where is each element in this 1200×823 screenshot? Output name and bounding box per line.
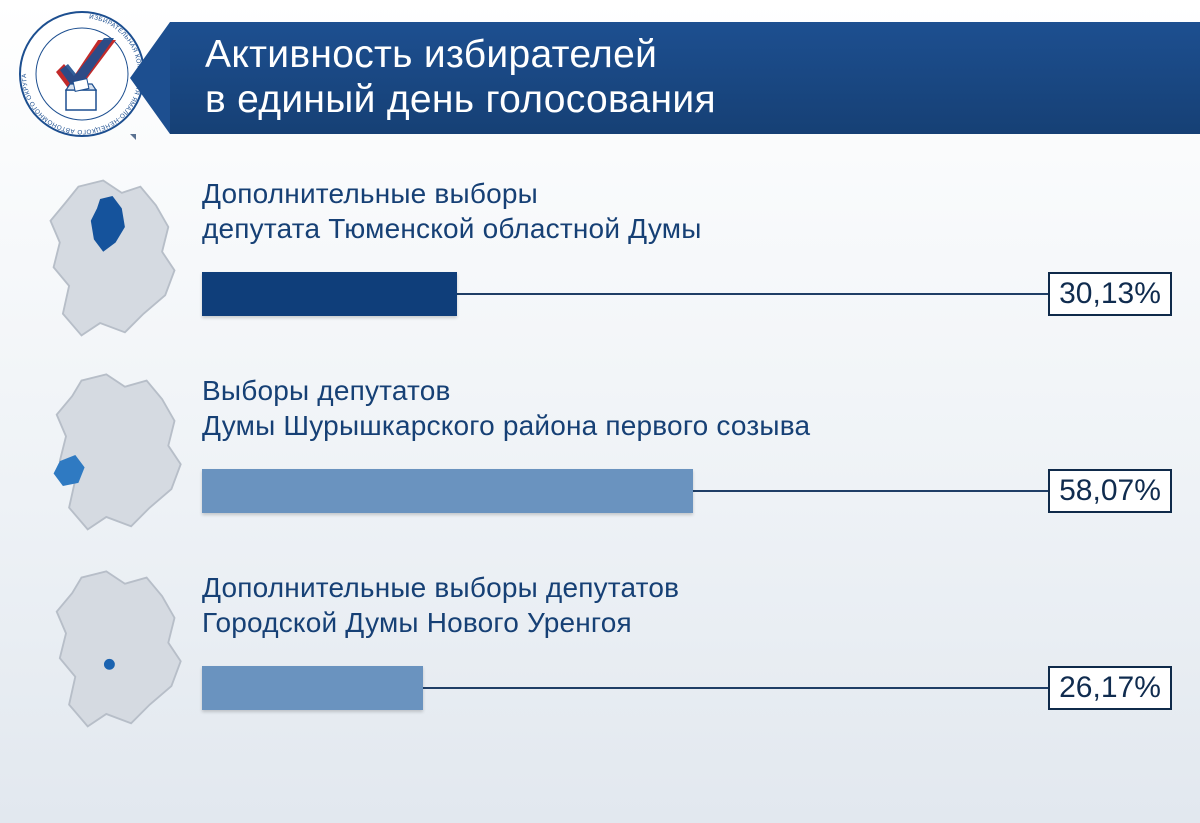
bar-fill: [202, 272, 457, 316]
election-row: Дополнительные выборы депутатов Городско…: [0, 544, 1200, 741]
election-title-line2: депутата Тюменской областной Думы: [202, 213, 702, 244]
bar-fill: [202, 666, 423, 710]
election-title-line1: Дополнительные выборы депутатов: [202, 572, 679, 603]
header: Активность избирателей в единый день гол…: [0, 0, 1200, 150]
election-title: Дополнительные выборы депутата Тюменской…: [202, 176, 1082, 246]
election-title: Выборы депутатов Думы Шурышкарского райо…: [202, 373, 1082, 443]
election-title-line1: Дополнительные выборы: [202, 178, 538, 209]
bar-wrap: 26,17%: [202, 666, 1172, 710]
election-title-line2: Думы Шурышкарского района первого созыва: [202, 410, 810, 441]
election-content: Дополнительные выборы депутата Тюменской…: [202, 172, 1172, 347]
election-row: Выборы депутатов Думы Шурышкарского райо…: [0, 347, 1200, 544]
header-title-line2: в единый день голосования: [205, 78, 1200, 123]
header-title-line1: Активность избирателей: [205, 33, 1200, 78]
bar-wrap: 58,07%: [202, 469, 1172, 513]
percent-box: 26,17%: [1048, 666, 1172, 710]
bar-track: [202, 666, 1048, 710]
election-content: Дополнительные выборы депутатов Городско…: [202, 566, 1172, 741]
bar-wrap: 30,13%: [202, 272, 1172, 316]
percent-box: 58,07%: [1048, 469, 1172, 513]
bar-track: [202, 272, 1048, 316]
election-title: Дополнительные выборы депутатов Городско…: [202, 570, 1082, 640]
region-map-icon: [22, 566, 202, 741]
election-content: Выборы депутатов Думы Шурышкарского райо…: [202, 369, 1172, 544]
bar-fill: [202, 469, 693, 513]
bar-track: [202, 469, 1048, 513]
percent-box: 30,13%: [1048, 272, 1172, 316]
election-title-line2: Городской Думы Нового Уренгоя: [202, 607, 632, 638]
election-row: Дополнительные выборы депутата Тюменской…: [0, 150, 1200, 347]
bars-container: Дополнительные выборы депутата Тюменской…: [0, 150, 1200, 741]
election-title-line1: Выборы депутатов: [202, 375, 451, 406]
region-map-icon: [22, 369, 202, 544]
region-map-icon: [22, 172, 202, 347]
header-banner: Активность избирателей в единый день гол…: [170, 22, 1200, 134]
